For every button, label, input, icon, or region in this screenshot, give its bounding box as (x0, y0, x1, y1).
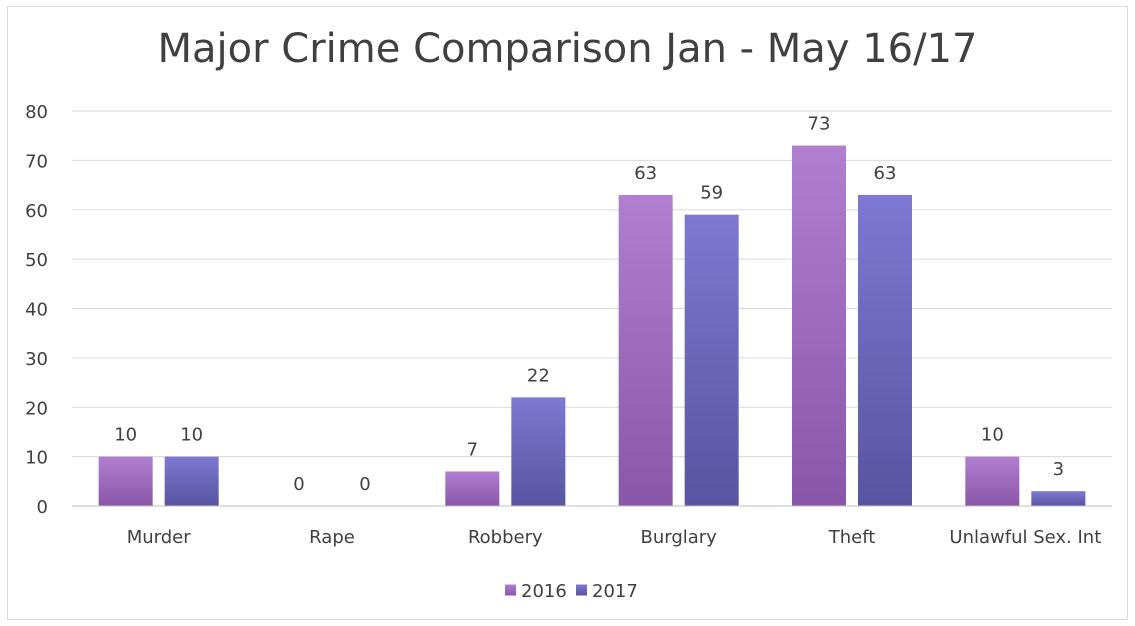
bars (98, 145, 1086, 506)
data-label: 22 (527, 365, 550, 386)
x-tick-label: Unlawful Sex. Int (949, 527, 1101, 548)
bar-2016-robbery (445, 471, 500, 506)
data-label: 10 (981, 425, 1004, 446)
chart-title: Major Crime Comparison Jan - May 16/17 (157, 26, 978, 72)
y-tick-label: 10 (25, 448, 48, 469)
bar-2017-theft (858, 194, 912, 506)
data-label: 3 (1053, 459, 1064, 480)
bar-2017-unlawful-sex-int (1031, 491, 1086, 506)
y-axis-tick-labels: 0 10 20 30 40 50 60 70 80 (25, 102, 48, 518)
data-label: 63 (634, 163, 657, 184)
data-label: 0 (293, 474, 304, 495)
data-label: 7 (467, 439, 478, 460)
y-tick-label: 50 (25, 250, 48, 271)
data-label: 63 (874, 163, 897, 184)
y-tick-label: 40 (25, 300, 48, 321)
gridlines (72, 110, 1112, 458)
data-label: 10 (114, 425, 137, 446)
category-labels: Murder Rape Robbery Burglary Theft Unlawful S… (127, 527, 1102, 548)
bar-2017-burglary (684, 214, 739, 506)
y-tick-label: 0 (37, 497, 48, 518)
data-labels: 10 10 0 0 7 22 63 59 73 63 10 3 (114, 114, 1064, 495)
bar-2017-robbery (511, 397, 566, 506)
bar-2016-murder (98, 456, 153, 506)
x-tick-label: Theft (828, 527, 876, 548)
y-tick-label: 70 (25, 151, 48, 172)
data-label: 10 (180, 425, 203, 446)
legend-item-2016: 2016 (505, 581, 567, 602)
x-tick-label: Murder (127, 527, 192, 548)
data-label: 73 (808, 114, 831, 135)
data-label: 0 (359, 474, 370, 495)
legend: 2016 2017 (505, 581, 638, 602)
x-tick-label: Rape (309, 527, 355, 548)
x-tick-label: Robbery (468, 527, 543, 548)
data-label: 59 (700, 183, 723, 204)
bar-2016-theft (792, 145, 846, 506)
legend-item-2017: 2017 (576, 581, 638, 602)
bar-2017-murder (164, 456, 219, 506)
legend-label: 2016 (521, 581, 567, 602)
y-tick-label: 80 (25, 102, 48, 123)
y-tick-label: 60 (25, 201, 48, 222)
y-tick-label: 20 (25, 398, 48, 419)
x-tick-label: Burglary (640, 527, 717, 548)
legend-swatch (505, 584, 516, 596)
chart-frame (7, 6, 1128, 620)
legend-swatch (576, 584, 587, 596)
bar-2016-burglary (618, 194, 673, 506)
y-tick-label: 30 (25, 349, 48, 370)
bar-2016-unlawful-sex-int (965, 456, 1020, 506)
legend-label: 2017 (592, 581, 638, 602)
